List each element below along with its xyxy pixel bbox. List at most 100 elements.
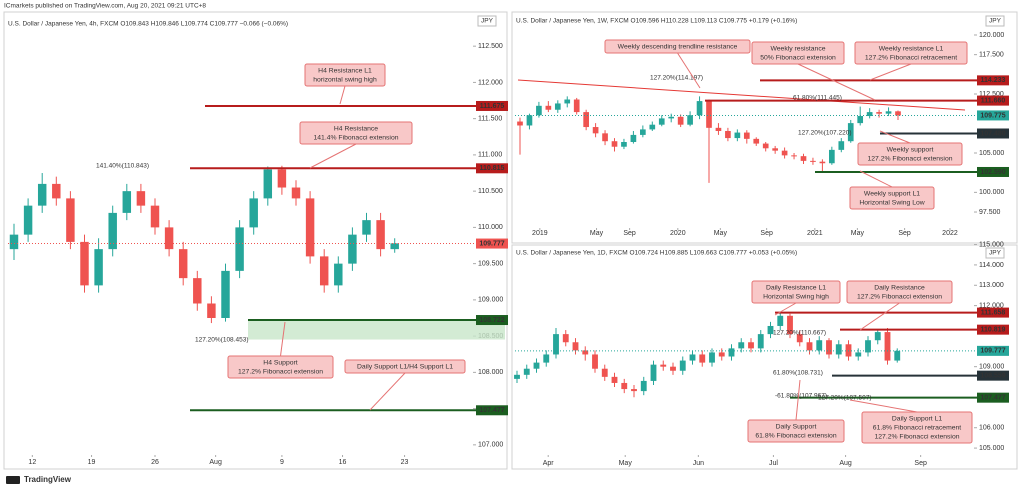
callout: [751, 41, 845, 65]
level-label: 110.819: [981, 327, 1006, 334]
candle-body: [715, 127, 722, 131]
candle-body: [772, 148, 778, 151]
candle-body: [781, 150, 788, 156]
footer-brand: TradingView: [24, 475, 72, 484]
level-label: 107.477: [980, 395, 1005, 402]
level-box: [977, 128, 1009, 139]
callout-text: Weekly support: [887, 146, 934, 153]
level-box: [476, 405, 508, 416]
x-tick-label: 12: [28, 459, 36, 466]
candle-body: [9, 234, 19, 250]
x-tick-label: 23: [401, 459, 409, 466]
y-tick-label: 107.000: [478, 442, 503, 449]
fib-label: 127.20%(110.667): [773, 330, 826, 337]
callout-text: H4 Resistance L1: [318, 67, 372, 74]
last-price-box: [476, 238, 508, 249]
x-tick-label: Jul: [769, 460, 778, 467]
candle-body: [277, 169, 287, 188]
fib-label: 127.20%(114.197): [650, 75, 703, 82]
callout-text: horizontal swing high: [313, 76, 377, 83]
candle-body: [362, 220, 371, 235]
candle-body: [838, 141, 845, 150]
callout: [846, 280, 953, 304]
callout-text: 50% Fibonacci extension: [760, 54, 836, 61]
x-tick-label: Sep: [914, 460, 927, 467]
y-tick-label: 111.500: [478, 116, 502, 123]
candle-body: [526, 115, 533, 126]
level-box: [977, 307, 1009, 318]
x-tick-label: Jun: [693, 460, 704, 467]
x-tick-label: Sep: [623, 230, 636, 237]
candle-body: [390, 243, 399, 250]
y-tick-label: 109.500: [478, 260, 503, 267]
candle-body: [762, 143, 769, 149]
callout-pointer: [797, 63, 876, 101]
candle-body: [193, 278, 202, 304]
candle-body: [689, 354, 696, 361]
fib-label: 127.20%(107.220): [798, 130, 852, 137]
chart-panel: U.S. Dollar / Japanese Yen, 4h, FXCM O10…: [8, 15, 508, 466]
callout-pointer: [280, 321, 286, 357]
fib-label: 141.40%(110.843): [96, 163, 149, 170]
candle-body: [640, 129, 646, 135]
level-box: [977, 95, 1009, 106]
y-tick-label: 109.000: [979, 364, 1004, 371]
y-tick-label: 110.000: [478, 224, 503, 231]
level-label: 111.658: [981, 309, 1006, 316]
callout-pointer: [859, 302, 900, 331]
callout: [747, 419, 845, 443]
level-box: [977, 324, 1009, 335]
x-tick-label: Aug: [839, 460, 852, 467]
candle-body: [319, 256, 329, 286]
candle-body: [787, 315, 793, 335]
candle-body: [806, 342, 813, 351]
callout-pointer: [859, 170, 893, 188]
callout-text: 61.8% Fibonacci retracement: [873, 424, 962, 431]
candle-body: [734, 132, 741, 139]
chart-panel: U.S. Dollar / Japanese Yen, 1D, FXCM O10…: [514, 241, 1009, 467]
level-box: [476, 315, 508, 326]
x-tick-label: 9: [280, 459, 284, 466]
y-tick-label: 112.000: [478, 79, 503, 86]
candle-body: [699, 354, 706, 363]
candle-body: [857, 116, 864, 124]
fib-label: 61.80%(111.445): [793, 95, 842, 102]
candle-body: [876, 112, 882, 114]
x-tick-label: 2021: [807, 230, 823, 237]
candle-body: [592, 354, 598, 369]
candle-body: [164, 227, 174, 250]
x-tick-label: Sep: [760, 230, 773, 237]
y-tick-label: 115.000: [979, 241, 1004, 248]
candle-body: [263, 169, 273, 199]
candle-body: [37, 183, 47, 206]
level-box: [476, 100, 508, 111]
candle-body: [709, 352, 715, 363]
candle-body: [235, 227, 244, 271]
candle-body: [660, 364, 667, 367]
panel-frame: [511, 11, 1018, 244]
level-label: 111.660: [981, 97, 1006, 104]
candle-body: [725, 130, 731, 139]
candle-body: [601, 368, 608, 377]
candle-body: [150, 205, 160, 228]
candle-body: [376, 220, 385, 250]
callout-pointer: [339, 85, 346, 105]
callout-text: Daily Resistance L1: [766, 284, 826, 291]
candle-body: [621, 141, 627, 147]
candle-body: [621, 382, 628, 390]
level-label: 108.722: [479, 317, 504, 324]
candle-body: [536, 105, 542, 116]
y-tick-label: 111.000: [478, 152, 502, 159]
y-tick-label: 117.500: [979, 52, 1004, 59]
callout-text: 61.8% Fibonacci extension: [755, 432, 836, 439]
candle-body: [810, 160, 816, 162]
candle-body: [757, 334, 764, 349]
x-tick-label: May: [590, 230, 604, 237]
y-tick-label: 105.000: [979, 150, 1004, 157]
candle-body: [706, 101, 712, 128]
candle-body: [66, 198, 75, 242]
candle-body: [796, 334, 803, 343]
chart-panel: U.S. Dollar / Japanese Yen, 1W, FXCM O10…: [515, 15, 1009, 237]
level-label: 111.675: [480, 103, 505, 110]
level-label: 107.477: [479, 407, 504, 414]
